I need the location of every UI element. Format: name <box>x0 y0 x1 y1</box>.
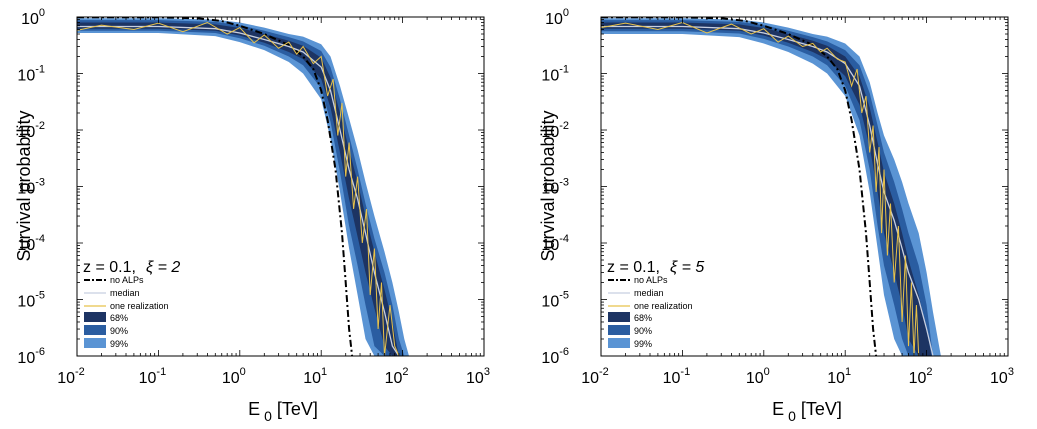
chart-panel-left: 10-2 10-1 100 101 102 103 10-610-510-410-310-… <box>14 7 490 424</box>
x-axis-label: E 0 [TeV] <box>248 399 318 424</box>
x-axis-label-sub: 0 <box>264 408 272 424</box>
y-tick-label: 10-6 <box>17 346 45 367</box>
y-tick-label: 10-4 <box>541 233 569 254</box>
legend-label: median <box>110 288 140 298</box>
legend-label: 99% <box>110 339 128 349</box>
legend-swatch-68pct <box>84 312 106 322</box>
annotation-z: z = 0.1, <box>83 259 136 276</box>
band-90pct <box>77 20 405 356</box>
axis-ticks <box>76 16 485 357</box>
x-tick-label: 10-1 <box>663 366 691 387</box>
confidence-bands <box>77 18 409 356</box>
legend-label: 68% <box>634 313 652 323</box>
legend-swatch-99pct <box>84 338 106 348</box>
plot-area <box>77 17 409 356</box>
series-no-alps <box>77 17 354 356</box>
legend-swatch-90pct <box>84 325 106 335</box>
x-axis-label-main: E <box>248 399 260 419</box>
x-tick-label: 101 <box>827 366 851 387</box>
x-tick-label: 101 <box>303 366 327 387</box>
y-tick-label: 100 <box>545 7 569 28</box>
y-tick-labels: 10-6 10-5 10-4 10-3 10-2 10-1 100 <box>541 7 569 367</box>
x-axis-label-main: E <box>772 399 784 419</box>
y-tick-label: 10-1 <box>541 64 569 85</box>
x-tick-label: 102 <box>385 366 409 387</box>
y-tick-label: 100 <box>21 7 45 28</box>
axis-ticks <box>600 16 1009 357</box>
x-tick-label: 10-2 <box>581 366 609 387</box>
annotation: z = 0.1, ξ = 2 <box>83 259 180 276</box>
series-one-realization <box>601 21 920 356</box>
x-axis-label: E 0 [TeV] <box>772 399 842 424</box>
band-90pct <box>601 20 933 356</box>
legend-swatch-68pct <box>608 312 630 322</box>
confidence-bands <box>601 18 941 356</box>
legend-label: 90% <box>110 326 128 336</box>
plot-area <box>601 17 941 356</box>
legend-label: one realization <box>110 301 169 311</box>
annotation-xi: ξ = 5 <box>670 259 704 276</box>
legend-label: 90% <box>634 326 652 336</box>
y-tick-label: 10-5 <box>541 290 569 311</box>
annotation-xi: ξ = 2 <box>146 259 180 276</box>
series-lines <box>77 17 400 356</box>
y-tick-label: 10-2 <box>17 120 45 141</box>
y-tick-labels: 10-6 10-5 10-4 10-3 10-2 10-1 100 <box>17 7 45 367</box>
x-tick-labels: 10-2 10-1 100 101 102 103 <box>57 366 490 387</box>
x-tick-label: 10-2 <box>57 366 85 387</box>
legend-label: one realization <box>634 301 693 311</box>
legend: no ALPs median one realization 68% 90% 99% <box>608 275 693 349</box>
y-tick-label: 10-3 <box>17 177 45 198</box>
annotation: z = 0.1, ξ = 5 <box>607 259 704 276</box>
legend-label: 99% <box>634 339 652 349</box>
legend-label: 68% <box>110 313 128 323</box>
legend: no ALPs median one realization 68% 90% 99% <box>84 275 169 349</box>
y-tick-label: 10-4 <box>17 233 45 254</box>
y-tick-label: 10-2 <box>541 120 569 141</box>
x-tick-label: 10-1 <box>139 366 167 387</box>
x-tick-label: 102 <box>909 366 933 387</box>
y-tick-label: 10-3 <box>541 177 569 198</box>
x-tick-label: 103 <box>466 366 490 387</box>
x-tick-label: 100 <box>222 366 246 387</box>
x-tick-label: 103 <box>990 366 1014 387</box>
x-tick-label: 100 <box>746 366 770 387</box>
y-tick-label: 10-5 <box>17 290 45 311</box>
y-axis-label: Survival probability <box>538 110 558 261</box>
y-tick-label: 10-6 <box>541 346 569 367</box>
legend-swatch-90pct <box>608 325 630 335</box>
x-axis-label-unit: [TeV] <box>277 399 318 419</box>
y-axis-label: Survival probability <box>14 110 34 261</box>
chart-panel-right: 10-2 10-1 100 101 102 103 10-610-510-410-310-… <box>538 7 1014 424</box>
annotation-z: z = 0.1, <box>607 259 660 276</box>
series-median <box>601 25 934 356</box>
legend-label: no ALPs <box>110 275 144 285</box>
legend-label: no ALPs <box>634 275 668 285</box>
y-tick-label: 10-1 <box>17 64 45 85</box>
x-axis-label-sub: 0 <box>788 408 796 424</box>
series-one-realization <box>77 21 400 356</box>
legend-swatch-99pct <box>608 338 630 348</box>
x-axis-label-unit: [TeV] <box>801 399 842 419</box>
x-tick-labels: 10-2 10-1 100 101 102 103 <box>581 366 1014 387</box>
series-no-alps <box>601 17 878 356</box>
legend-label: median <box>634 288 664 298</box>
series-lines <box>601 17 934 356</box>
